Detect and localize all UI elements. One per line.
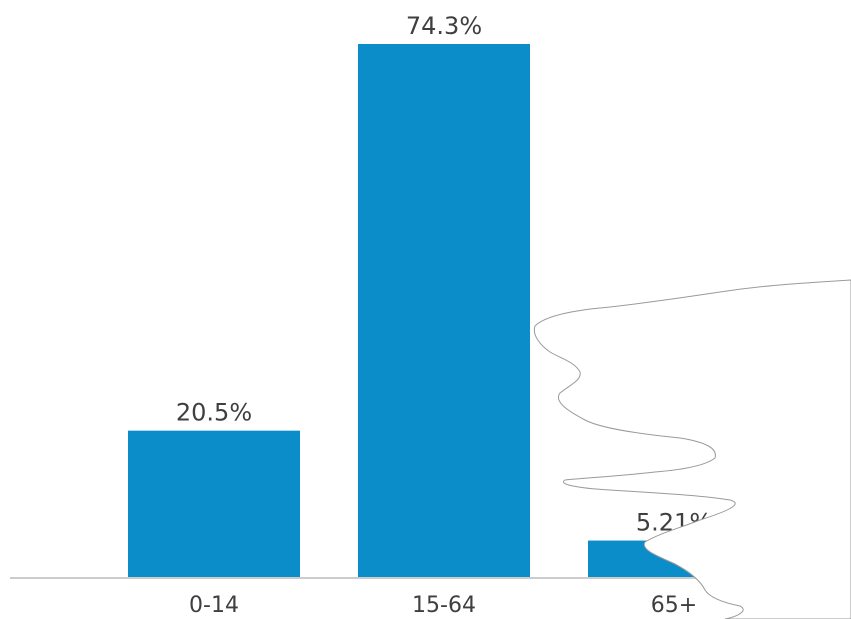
bar-0-14 bbox=[128, 430, 300, 578]
x-tick-label-0-14: 0-14 bbox=[189, 593, 239, 618]
value-labels-group: 20.5%74.3%5.21% bbox=[176, 12, 712, 537]
bar-15-64 bbox=[358, 44, 530, 578]
value-label-0-14: 20.5% bbox=[176, 399, 252, 427]
bars-group bbox=[128, 44, 760, 578]
x-tick-label-65+: 65+ bbox=[651, 593, 697, 618]
value-label-15-64: 74.3% bbox=[406, 12, 482, 40]
x-tick-label-15-64: 15-64 bbox=[412, 593, 476, 618]
torn-paper-edge bbox=[533, 279, 851, 619]
x-tick-labels-group: 0-14 15-64 65+ bbox=[189, 593, 697, 618]
